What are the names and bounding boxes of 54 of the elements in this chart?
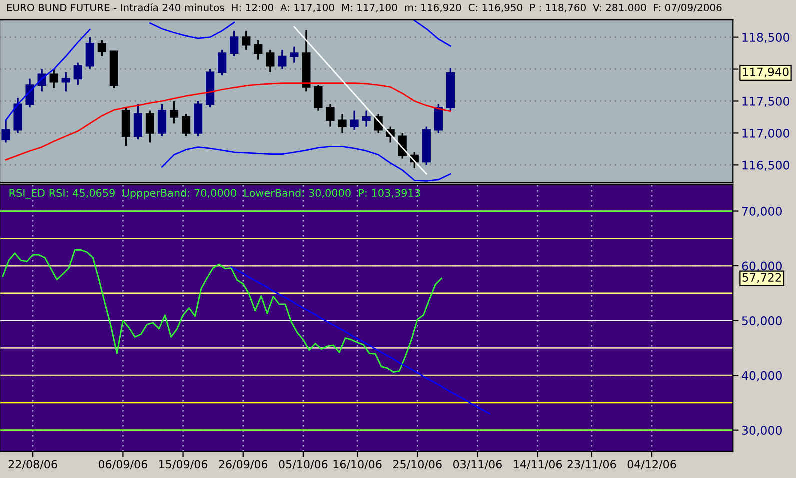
candlestick bbox=[26, 78, 34, 108]
x-tick-label: 15/09/06 bbox=[160, 460, 208, 470]
candlestick bbox=[350, 110, 359, 131]
x-tick-label: 04/12/06 bbox=[628, 460, 676, 470]
x-tick-label: 06/09/06 bbox=[98, 460, 148, 470]
y-tick-label: 117,000 bbox=[742, 128, 790, 140]
y-tick-label: 50,000 bbox=[742, 316, 782, 327]
x-tick-label: 05/10/06 bbox=[279, 460, 328, 470]
x-tick-label: 14/11/06 bbox=[514, 460, 562, 470]
candlestick bbox=[266, 49, 275, 74]
x-tick-label: 22/08/06 bbox=[8, 460, 58, 470]
x-tick-label: 25/10/06 bbox=[394, 460, 442, 470]
y-tick-label: 70,000 bbox=[742, 207, 782, 218]
candlestick bbox=[158, 104, 167, 138]
candlestick bbox=[362, 110, 371, 128]
text: 117,940 bbox=[743, 68, 789, 78]
text: 57,722 bbox=[742, 273, 782, 284]
line-series bbox=[162, 146, 452, 182]
candlestick bbox=[290, 46, 299, 64]
x-tick-label: 26/09/06 bbox=[219, 460, 268, 470]
chart-title: EURO BUND FUTURE - Intradía 240 minutos H: 12:00 A: 117,100 M: 117,100 m: 116,920 C: 116,950 P : 118,760 V: 281.000 F: 07/09/2006 bbox=[7, 3, 722, 13]
candlestick bbox=[278, 49, 287, 70]
candlestick bbox=[254, 40, 263, 61]
x-tick-label: 16/10/06 bbox=[334, 460, 382, 470]
candlestick bbox=[146, 110, 155, 144]
candlestick bbox=[98, 40, 106, 58]
candlestick bbox=[182, 113, 191, 138]
candlestick bbox=[230, 30, 239, 58]
x-tick-label: 23/11/06 bbox=[568, 460, 616, 470]
line-series bbox=[294, 26, 428, 175]
y-tick-label: 118,500 bbox=[742, 33, 790, 44]
candlestick bbox=[242, 30, 251, 51]
y-tick-label: 30,000 bbox=[742, 426, 782, 436]
y-tick-label: 60,000 bbox=[742, 262, 782, 272]
candlestick bbox=[326, 104, 335, 128]
x-tick-label: 03/11/06 bbox=[454, 460, 502, 470]
candlestick bbox=[2, 120, 10, 144]
candlestick bbox=[134, 104, 143, 140]
y-tick-label: 117,500 bbox=[742, 96, 790, 108]
candlestick bbox=[50, 68, 58, 90]
candlestick bbox=[86, 36, 94, 70]
line-series bbox=[230, 266, 490, 415]
chart-title: RSI_ED RSI: 45,0659 UppperBand: 70,0000 LowerBand: 30,0000 P: 103,3913 bbox=[10, 188, 420, 200]
candlestick bbox=[338, 113, 347, 134]
candlestick bbox=[434, 104, 443, 134]
y-tick-label: 116,500 bbox=[742, 160, 790, 172]
candlestick bbox=[314, 84, 323, 112]
candlestick bbox=[74, 62, 82, 86]
candlestick bbox=[218, 49, 227, 77]
y-tick-label: 40,000 bbox=[742, 371, 782, 382]
line-series bbox=[5, 82, 452, 161]
candlestick bbox=[170, 100, 179, 124]
line-series bbox=[2, 249, 442, 373]
candlestick bbox=[62, 72, 70, 92]
